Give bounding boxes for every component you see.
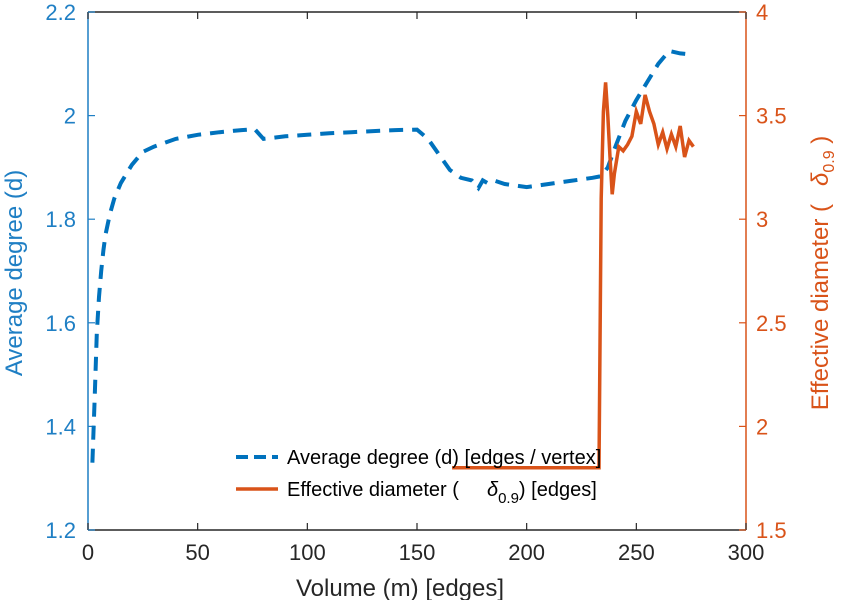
- legend-label-effective-diameter-close: ) [edges]: [519, 479, 597, 501]
- y-left-tick-label: 2.2: [45, 0, 76, 25]
- tick-labels: 0 50 100 150 200 250 300 1.2 1.4 1.6 1.8 2 2.2 1.5 2 2.…: [45, 0, 786, 565]
- x-tick-label: 50: [185, 540, 209, 565]
- y-right-tick-label: 1.5: [756, 518, 787, 543]
- y-axis-label-right-text: Effective diameter (: [807, 204, 834, 410]
- x-tick-label: 300: [728, 540, 765, 565]
- y-axis-label-right-close: ): [807, 136, 834, 151]
- x-tick-label: 250: [618, 540, 655, 565]
- y-left-tick-label: 1.4: [45, 414, 76, 439]
- y-axis-label-right-symbol: δ: [807, 172, 834, 186]
- y-axis-label-right-subscript: 0.9: [821, 150, 838, 172]
- y-right-tick-label: 4: [756, 0, 768, 25]
- x-tick-label: 0: [82, 540, 94, 565]
- x-axis-label: Volume (m) [edges]: [296, 575, 504, 600]
- y-right-tick-label: 2.5: [756, 311, 787, 336]
- y-axis-label-right: Effective diameter ( δ0.9 ): [807, 136, 838, 411]
- series-line-effective-diameter: [452, 82, 695, 470]
- y-left-tick-label: 1.8: [45, 207, 76, 232]
- y-left-tick-label: 1.6: [45, 311, 76, 336]
- legend-label-effective-diameter-text: Effective diameter (: [287, 479, 459, 501]
- legend-label-effective-diameter-subscript: 0.9: [498, 490, 519, 507]
- legend-label-average-degree: Average degree (d) [edges / vertex]: [287, 447, 601, 469]
- series-line-average-degree: [90, 48, 692, 463]
- tick-marks: [87, 11, 747, 531]
- x-tick-label: 150: [399, 540, 436, 565]
- legend-label-effective-diameter-symbol: δ: [487, 479, 499, 501]
- y-right-tick-label: 3.5: [756, 104, 787, 129]
- legend: Average degree (d) [edges / vertex] Effe…: [236, 447, 601, 507]
- y-right-tick-label: 3: [756, 207, 768, 232]
- legend-label-effective-diameter: Effective diameter ( δ0.9) [edges]: [287, 479, 597, 507]
- y-right-tick-label: 2: [756, 414, 768, 439]
- y-left-tick-label: 2: [64, 104, 76, 129]
- y-left-tick-label: 1.2: [45, 518, 76, 543]
- x-tick-label: 200: [508, 540, 545, 565]
- y-axis-label-left: Average degree (d): [1, 170, 28, 376]
- x-tick-label: 100: [289, 540, 326, 565]
